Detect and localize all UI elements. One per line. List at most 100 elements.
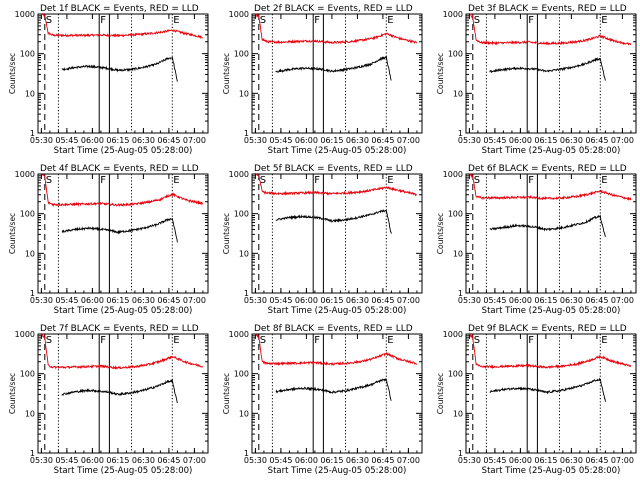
y-tick-label: 10 (239, 89, 249, 98)
y-tick-label: 1 (30, 289, 35, 298)
y-tick-label: 1 (458, 129, 463, 138)
y-tick-label: 100 (20, 370, 35, 379)
x-tick-label: 07:00 (611, 456, 634, 465)
x-tick-label: 06:00 (295, 136, 318, 145)
time-marker-label: F (314, 175, 320, 186)
x-tick-label: 05:30 (30, 296, 53, 305)
panel-title: Det 6f BLACK = Events, RED = LLD (468, 164, 627, 174)
x-tick-label: 07:00 (183, 296, 206, 305)
y-tick-label: 1000 (229, 330, 249, 339)
y-tick-label: 1 (244, 449, 249, 458)
time-marker-label: F (528, 335, 534, 346)
x-axis-label: Start Time (25-Aug-05 05:28:00) (268, 466, 407, 476)
y-tick-label: 10 (239, 409, 249, 418)
panel-title: Det 1f BLACK = Events, RED = LLD (40, 4, 199, 14)
x-tick-label: 06:45 (585, 296, 608, 305)
panel-title: Det 8f BLACK = Events, RED = LLD (254, 324, 413, 334)
time-marker-label: S (474, 15, 480, 26)
time-marker-label: S (260, 335, 266, 346)
detector-panel-5: Det 5f BLACK = Events, RED = LLD 1 10 100 10… (222, 164, 423, 316)
x-tick-label: 06:15 (320, 136, 343, 145)
x-tick-label: 06:30 (132, 296, 155, 305)
detector-panel-1: Det 1f BLACK = Events, RED = LLD 1 10 100 10… (8, 4, 209, 156)
x-tick-label: 06:30 (560, 456, 583, 465)
x-axis-label: Start Time (25-Aug-05 05:28:00) (482, 146, 621, 156)
y-axis-label: Counts/sec (222, 53, 231, 94)
time-marker-label: S (260, 15, 266, 26)
events-rate-line (61, 378, 178, 404)
time-marker-label: E (387, 335, 393, 346)
y-tick-label: 100 (20, 50, 35, 59)
lld-rate-line (41, 333, 204, 370)
x-tick-label: 05:30 (30, 136, 53, 145)
events-rate-line (275, 377, 392, 401)
y-axis-label: Counts/sec (436, 213, 445, 254)
x-tick-label: 05:45 (55, 296, 78, 305)
y-axis-label: Counts/sec (8, 213, 17, 254)
x-tick-label: 06:00 (81, 136, 104, 145)
x-tick-label: 06:15 (534, 136, 557, 145)
time-marker-label: E (173, 335, 179, 346)
time-marker-label: E (173, 175, 179, 186)
y-tick-label: 10 (453, 89, 463, 98)
x-axis-label: Start Time (25-Aug-05 05:28:00) (482, 466, 621, 476)
detector-panel-4: Det 4f BLACK = Events, RED = LLD 1 10 100 10… (8, 164, 209, 316)
events-rate-line (275, 209, 392, 234)
plot-frame (465, 13, 637, 134)
events-rate-line (489, 377, 606, 402)
detector-panel-6: Det 6f BLACK = Events, RED = LLD 1 10 100 10… (436, 164, 637, 316)
time-marker-label: S (46, 335, 52, 346)
y-tick-label: 1000 (443, 330, 463, 339)
x-axis-label: Start Time (25-Aug-05 05:28:00) (268, 146, 407, 156)
x-axis-label: Start Time (25-Aug-05 05:28:00) (482, 306, 621, 316)
x-tick-label: 06:00 (509, 456, 532, 465)
x-tick-label: 05:30 (244, 136, 267, 145)
x-tick-label: 06:30 (346, 456, 369, 465)
y-tick-label: 10 (453, 249, 463, 258)
y-axis-label: Counts/sec (436, 53, 445, 94)
y-tick-label: 10 (239, 249, 249, 258)
y-tick-label: 10 (25, 249, 35, 258)
events-rate-line (275, 55, 392, 81)
lld-rate-line (468, 12, 632, 46)
x-tick-label: 06:15 (320, 456, 343, 465)
time-marker-label: F (528, 175, 534, 186)
y-tick-label: 10 (453, 409, 463, 418)
panel-title: Det 4f BLACK = Events, RED = LLD (40, 164, 199, 174)
plot-frame (251, 173, 423, 294)
detector-panel-2: Det 2f BLACK = Events, RED = LLD 1 10 100 10… (222, 4, 423, 156)
panel-title: Det 3f BLACK = Events, RED = LLD (468, 4, 627, 14)
x-tick-label: 05:45 (483, 296, 506, 305)
x-tick-label: 07:00 (183, 456, 206, 465)
y-tick-label: 100 (234, 50, 249, 59)
y-tick-label: 1 (30, 129, 35, 138)
x-tick-label: 06:45 (371, 456, 394, 465)
x-tick-label: 06:15 (106, 456, 129, 465)
x-axis-label: Start Time (25-Aug-05 05:28:00) (54, 306, 193, 316)
x-tick-label: 06:15 (106, 136, 129, 145)
x-tick-label: 06:15 (106, 296, 129, 305)
lld-rate-line (41, 174, 204, 207)
y-tick-label: 1 (30, 449, 35, 458)
events-rate-line (489, 56, 606, 81)
plot-frame (251, 13, 423, 134)
x-tick-label: 05:30 (458, 296, 481, 305)
plot-frame (251, 333, 423, 454)
plot-frame (465, 333, 637, 454)
detector-panel-3: Det 3f BLACK = Events, RED = LLD 1 10 100 10… (436, 4, 637, 156)
x-tick-label: 05:45 (55, 456, 78, 465)
x-tick-label: 06:45 (157, 456, 180, 465)
events-rate-line (489, 214, 606, 237)
x-tick-label: 07:00 (183, 136, 206, 145)
y-tick-label: 1000 (15, 330, 35, 339)
y-tick-label: 100 (234, 210, 249, 219)
time-marker-label: S (260, 175, 266, 186)
x-tick-label: 07:00 (397, 296, 420, 305)
time-marker-label: E (601, 15, 607, 26)
time-marker-label: F (100, 335, 106, 346)
time-marker-label: F (314, 335, 320, 346)
x-tick-label: 05:30 (30, 456, 53, 465)
lld-rate-line (255, 12, 418, 45)
time-marker-label: S (474, 335, 480, 346)
y-tick-label: 1000 (443, 10, 463, 19)
